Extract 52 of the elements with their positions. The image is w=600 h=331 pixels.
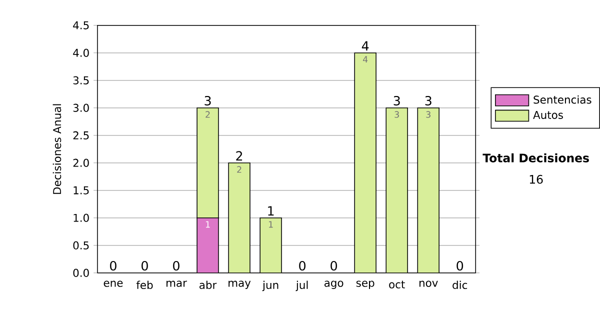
total-label: 3	[394, 96, 400, 106]
total-label: 3	[204, 96, 211, 106]
y-tick-label: 3.0	[73, 104, 89, 112]
total-label: 3	[425, 96, 432, 106]
legend-label: Sentencias	[534, 95, 592, 104]
total-label: 0	[330, 260, 338, 270]
y-tick-label: 4.5	[73, 21, 89, 30]
data-label: 3	[426, 110, 430, 118]
bar	[260, 217, 282, 273]
y-tick-label: 2.0	[73, 158, 89, 167]
bar	[386, 107, 408, 273]
x-tick-label: oct	[389, 280, 405, 288]
y-axis-title: Decisiones Anual	[52, 104, 62, 194]
data-label: 4	[362, 56, 368, 62]
total-label: 1	[268, 206, 274, 216]
x-tick-label: jun	[262, 280, 278, 291]
bar	[417, 107, 440, 273]
data-label: 1	[206, 221, 210, 228]
total-label: 0	[299, 260, 306, 270]
x-tick-label: ago	[324, 280, 344, 289]
legend-label: Autos	[533, 110, 563, 119]
bar	[196, 107, 219, 218]
y-tick-label: 0.0	[73, 268, 89, 277]
y-tick-label: 3.5	[73, 76, 89, 84]
x-tick-label: feb	[136, 280, 153, 289]
y-tick-label: 0.5	[73, 241, 89, 250]
x-tick-label: jul	[296, 280, 308, 291]
x-tick-label: may	[228, 280, 251, 289]
x-tick-label: abr	[200, 280, 217, 289]
data-label: 1	[268, 221, 273, 228]
data-label: 2	[237, 166, 242, 173]
text: Total Decisiones	[482, 153, 589, 162]
total-label: 0	[142, 260, 148, 270]
text: 16	[530, 174, 543, 184]
x-tick-label: mar	[166, 280, 187, 287]
bar	[354, 52, 376, 273]
data-label: 3	[394, 110, 399, 118]
y-tick-label: 1.0	[74, 214, 89, 222]
total-label: 0	[173, 260, 180, 270]
bar	[228, 162, 250, 273]
x-tick-label: nov	[419, 280, 438, 287]
y-tick-label: 4.0	[73, 48, 89, 57]
y-tick-label: 1.5	[74, 186, 89, 194]
total-label: 2	[236, 150, 242, 160]
y-tick-label: 2.5	[73, 131, 89, 140]
total-label: 0	[456, 260, 464, 270]
x-tick-label: ene	[104, 280, 123, 287]
x-tick-label: sep	[356, 280, 374, 289]
x-tick-label: dic	[452, 280, 468, 289]
total-label: 4	[362, 41, 369, 50]
data-label: 2	[206, 110, 210, 118]
total-label: 0	[110, 260, 116, 270]
